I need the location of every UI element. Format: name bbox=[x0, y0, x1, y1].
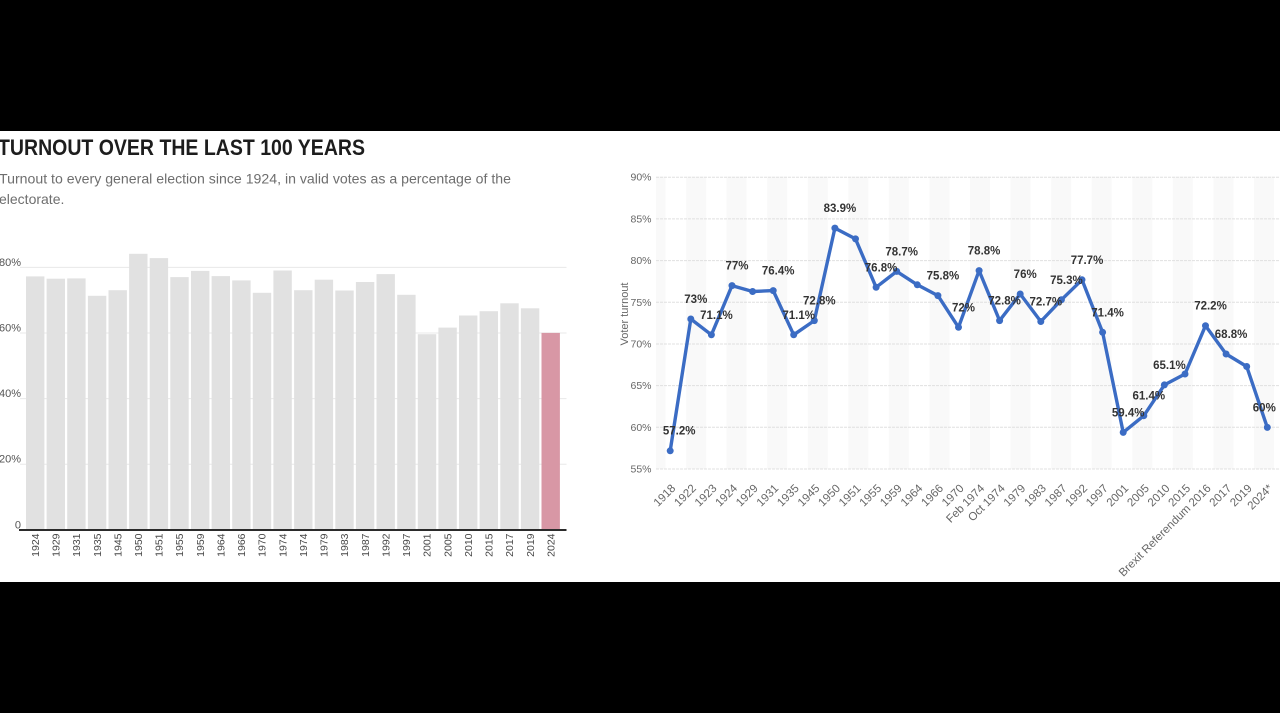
svg-text:72.7%: 72.7% bbox=[1029, 297, 1062, 309]
svg-text:2010: 2010 bbox=[463, 533, 475, 557]
svg-text:1951: 1951 bbox=[154, 533, 166, 557]
svg-text:78.7%: 78.7% bbox=[885, 246, 918, 258]
svg-text:20%: 20% bbox=[0, 454, 21, 466]
svg-text:71.1%: 71.1% bbox=[782, 310, 815, 322]
svg-text:2005: 2005 bbox=[442, 533, 454, 557]
svg-text:80%: 80% bbox=[630, 255, 651, 267]
svg-text:1950: 1950 bbox=[133, 533, 145, 557]
svg-text:71.1%: 71.1% bbox=[700, 310, 733, 322]
svg-text:78.8%: 78.8% bbox=[968, 246, 1001, 258]
svg-text:65%: 65% bbox=[630, 380, 651, 392]
svg-text:1922: 1922 bbox=[672, 483, 699, 510]
svg-text:1964: 1964 bbox=[899, 482, 926, 509]
svg-text:90%: 90% bbox=[630, 172, 651, 184]
svg-text:1955: 1955 bbox=[858, 483, 885, 510]
svg-text:2001: 2001 bbox=[422, 533, 434, 557]
svg-text:1924: 1924 bbox=[714, 482, 741, 509]
svg-text:75%: 75% bbox=[630, 297, 651, 309]
svg-text:1931: 1931 bbox=[71, 533, 83, 557]
svg-text:77%: 77% bbox=[725, 261, 748, 273]
svg-text:76%: 76% bbox=[1014, 269, 1037, 281]
svg-text:72.8%: 72.8% bbox=[988, 296, 1021, 308]
svg-text:1979: 1979 bbox=[319, 533, 331, 557]
svg-text:76.4%: 76.4% bbox=[762, 266, 795, 278]
svg-text:60%: 60% bbox=[0, 323, 21, 335]
svg-text:72.2%: 72.2% bbox=[1194, 301, 1227, 313]
svg-text:1945: 1945 bbox=[112, 533, 124, 557]
svg-text:61.4%: 61.4% bbox=[1132, 391, 1165, 403]
svg-text:electorate.: electorate. bbox=[0, 191, 64, 207]
svg-text:1959: 1959 bbox=[878, 483, 905, 510]
svg-text:1945: 1945 bbox=[796, 483, 823, 510]
svg-text:75.8%: 75.8% bbox=[927, 271, 960, 283]
svg-text:1929: 1929 bbox=[51, 533, 63, 557]
svg-text:1935: 1935 bbox=[775, 483, 802, 510]
svg-text:1997: 1997 bbox=[1084, 483, 1111, 510]
svg-text:2001: 2001 bbox=[1105, 483, 1132, 510]
svg-text:1983: 1983 bbox=[339, 533, 351, 557]
svg-text:77.7%: 77.7% bbox=[1071, 255, 1104, 267]
svg-text:71.4%: 71.4% bbox=[1091, 307, 1124, 319]
svg-text:2015: 2015 bbox=[484, 533, 496, 557]
svg-text:73%: 73% bbox=[684, 294, 707, 306]
svg-text:Voter turnout: Voter turnout bbox=[619, 283, 631, 346]
svg-text:0: 0 bbox=[15, 519, 21, 531]
svg-text:1974: 1974 bbox=[298, 533, 310, 557]
svg-text:1979: 1979 bbox=[1002, 483, 1029, 510]
svg-text:55%: 55% bbox=[630, 464, 651, 476]
svg-text:59.4%: 59.4% bbox=[1112, 407, 1145, 419]
svg-text:1959: 1959 bbox=[195, 533, 207, 557]
svg-text:1923: 1923 bbox=[693, 483, 720, 510]
svg-text:60%: 60% bbox=[630, 422, 651, 434]
svg-text:1935: 1935 bbox=[92, 533, 104, 557]
svg-text:80%: 80% bbox=[0, 257, 21, 269]
svg-text:1951: 1951 bbox=[837, 483, 864, 510]
svg-text:2017: 2017 bbox=[504, 533, 516, 557]
svg-text:2024: 2024 bbox=[545, 533, 557, 557]
svg-text:TURNOUT OVER THE LAST 100 YEAR: TURNOUT OVER THE LAST 100 YEARS bbox=[0, 135, 365, 160]
svg-text:1964: 1964 bbox=[216, 533, 228, 557]
svg-text:68.8%: 68.8% bbox=[1215, 329, 1248, 341]
svg-text:1966: 1966 bbox=[236, 533, 248, 557]
svg-text:1987: 1987 bbox=[360, 533, 372, 557]
svg-text:2017: 2017 bbox=[1208, 483, 1235, 510]
svg-text:1929: 1929 bbox=[734, 483, 761, 510]
svg-text:75.3%: 75.3% bbox=[1050, 275, 1083, 287]
svg-text:1966: 1966 bbox=[919, 483, 946, 510]
svg-text:1983: 1983 bbox=[1022, 483, 1049, 510]
svg-text:60%: 60% bbox=[1253, 402, 1276, 414]
svg-text:1987: 1987 bbox=[1043, 483, 1070, 510]
svg-text:2019: 2019 bbox=[525, 533, 537, 557]
svg-text:1950: 1950 bbox=[816, 483, 843, 510]
svg-text:85%: 85% bbox=[630, 213, 651, 225]
svg-text:1918: 1918 bbox=[652, 483, 679, 510]
svg-text:65.1%: 65.1% bbox=[1153, 360, 1186, 372]
svg-text:1970: 1970 bbox=[257, 533, 269, 557]
svg-text:1924: 1924 bbox=[30, 533, 42, 557]
svg-text:70%: 70% bbox=[630, 339, 651, 351]
svg-text:1974: 1974 bbox=[277, 533, 289, 557]
svg-text:1992: 1992 bbox=[380, 533, 392, 557]
svg-text:57.2%: 57.2% bbox=[663, 425, 696, 437]
svg-text:72%: 72% bbox=[952, 302, 975, 314]
svg-text:2005: 2005 bbox=[1125, 483, 1152, 510]
svg-text:1955: 1955 bbox=[174, 533, 186, 557]
svg-text:1931: 1931 bbox=[755, 483, 782, 510]
svg-text:1992: 1992 bbox=[1064, 483, 1091, 510]
svg-text:72.8%: 72.8% bbox=[803, 296, 836, 308]
svg-text:1997: 1997 bbox=[401, 533, 413, 557]
svg-text:2010: 2010 bbox=[1146, 483, 1173, 510]
svg-text:83.9%: 83.9% bbox=[824, 203, 857, 215]
svg-text:76.8%: 76.8% bbox=[865, 262, 898, 274]
svg-text:Turnout to every general elect: Turnout to every general election since … bbox=[0, 171, 511, 187]
svg-text:40%: 40% bbox=[0, 388, 21, 400]
